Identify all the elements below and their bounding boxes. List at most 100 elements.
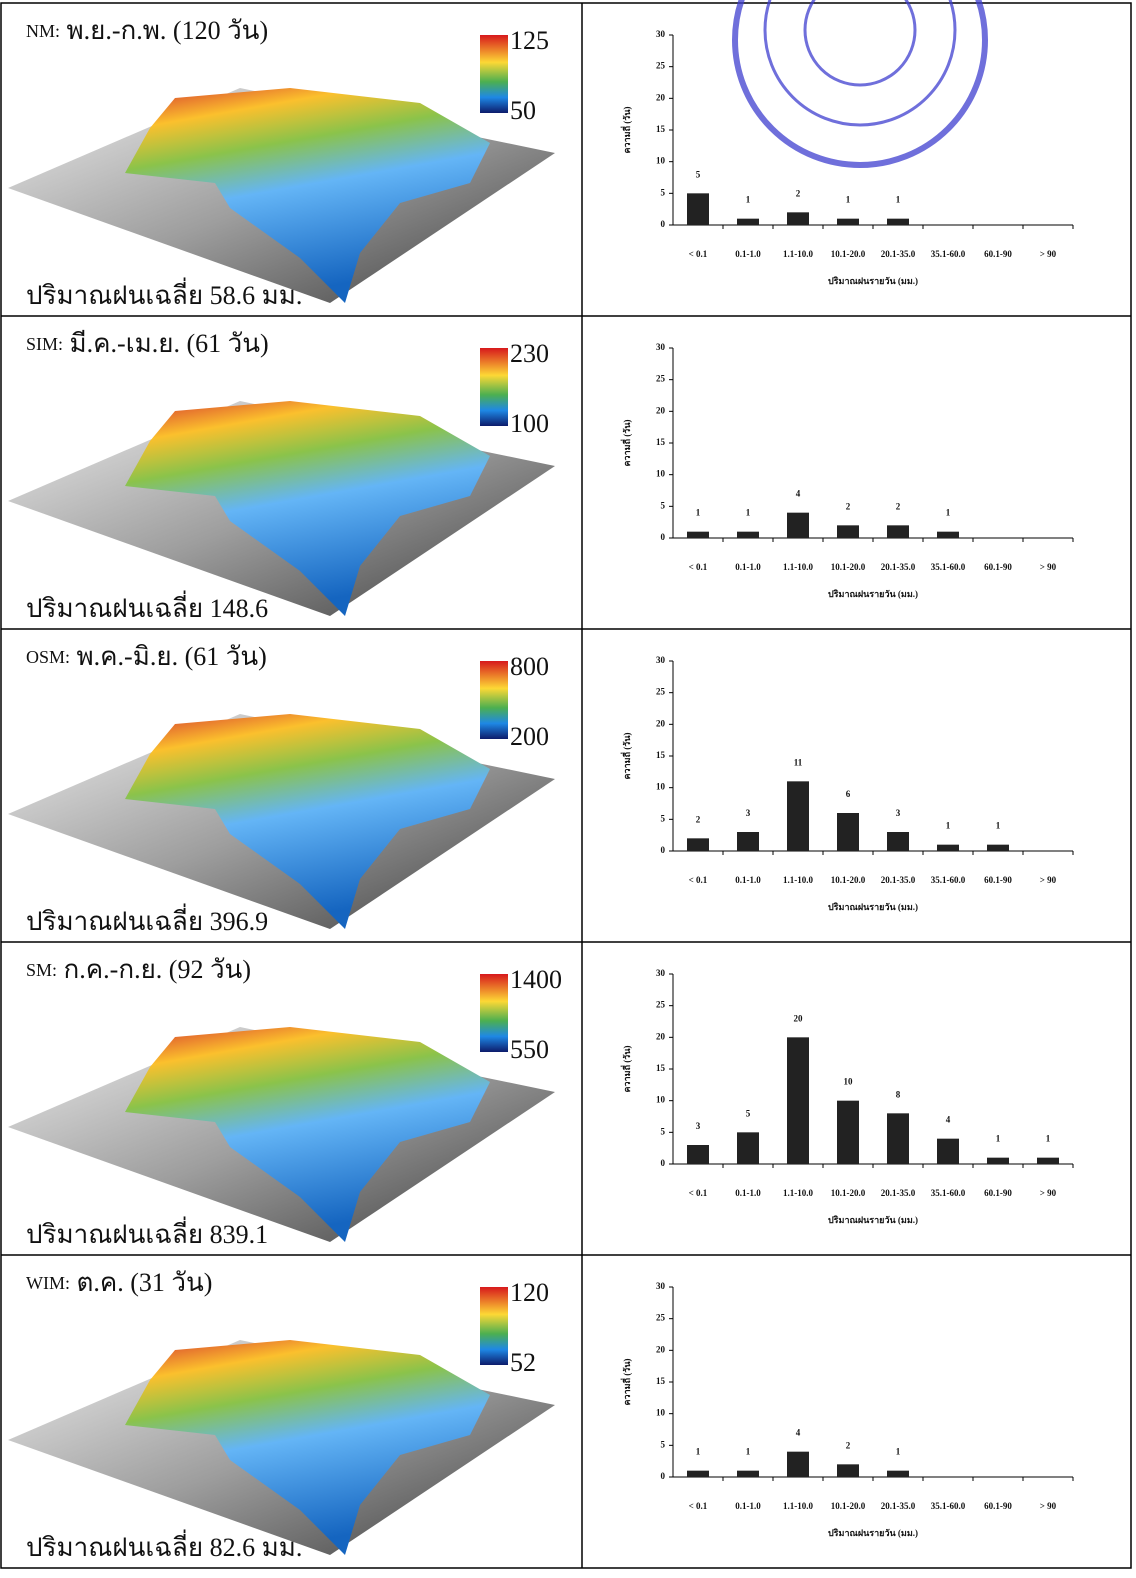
data-label: 3 (696, 1121, 701, 1131)
x-tick-label: > 90 (1040, 1501, 1057, 1511)
panel-period: พ.ย.-ก.พ. (120 วัน) (67, 16, 269, 45)
bar (887, 525, 909, 538)
data-label: 11 (794, 757, 803, 767)
bar (737, 832, 759, 851)
x-tick-label: > 90 (1040, 875, 1057, 885)
data-label: 8 (896, 1089, 901, 1099)
panel-title: OSM: พ.ค.-มิ.ย. (61 วัน) (26, 642, 267, 671)
y-tick-label: 25 (656, 374, 666, 384)
panel-title: SM: ก.ค.-ก.ย. (92 วัน) (26, 955, 251, 984)
x-tick-label: 35.1-60.0 (931, 1501, 966, 1511)
y-tick-label: 15 (656, 1376, 666, 1386)
x-tick-label: 35.1-60.0 (931, 1188, 966, 1198)
y-tick-label: 20 (656, 405, 666, 415)
y-tick-label: 15 (656, 124, 666, 134)
y-tick-label: 5 (661, 813, 666, 823)
panel-title: SIM: มี.ค.-เม.ย. (61 วัน) (26, 329, 269, 358)
bar (787, 1037, 809, 1164)
page: NM: พ.ย.-ก.พ. (120 วัน)12550ปริมาณฝนเฉลี… (0, 0, 1136, 1578)
data-label: 4 (796, 489, 801, 499)
legend-min: 100 (510, 409, 549, 438)
y-tick-label: 0 (661, 1158, 666, 1168)
panel-caption: ปริมาณฝนเฉลี่ย 58.6 มม. (26, 277, 302, 310)
y-tick-label: 5 (661, 187, 666, 197)
panel-title: NM: พ.ย.-ก.พ. (120 วัน) (26, 16, 268, 45)
bar (787, 1452, 809, 1477)
y-tick-label: 30 (656, 1281, 666, 1291)
x-tick-label: 20.1-35.0 (881, 1188, 916, 1198)
legend-min: 50 (510, 96, 536, 125)
y-tick-label: 20 (656, 718, 666, 728)
y-tick-label: 15 (656, 1063, 666, 1073)
y-tick-label: 10 (656, 469, 666, 479)
bar (887, 832, 909, 851)
y-tick-label: 25 (656, 1000, 666, 1010)
x-tick-label: 35.1-60.0 (931, 875, 966, 885)
panel-period: ต.ค. (31 วัน) (77, 1268, 213, 1297)
panel-caption: ปริมาณฝนเฉลี่ย 396.9 (26, 903, 268, 936)
bar (937, 845, 959, 851)
y-tick-label: 15 (656, 437, 666, 447)
x-tick-label: 1.1-10.0 (783, 875, 813, 885)
x-tick-label: < 0.1 (689, 875, 708, 885)
legend-min: 52 (510, 1348, 536, 1377)
x-axis-label: ปริมาณฝนรายวัน (มม.) (828, 1215, 918, 1225)
legend-max: 230 (510, 339, 549, 368)
data-label: 3 (746, 808, 751, 818)
x-tick-label: 35.1-60.0 (931, 249, 966, 259)
panel-caption: ปริมาณฝนเฉลี่ย 839.1 (26, 1216, 268, 1249)
bar (987, 1158, 1009, 1164)
x-tick-label: 1.1-10.0 (783, 1501, 813, 1511)
y-tick-label: 15 (656, 750, 666, 760)
y-tick-label: 30 (656, 655, 666, 665)
x-tick-label: 0.1-1.0 (735, 562, 761, 572)
data-label: 2 (696, 814, 701, 824)
x-tick-label: 20.1-35.0 (881, 562, 916, 572)
y-tick-label: 10 (656, 1095, 666, 1105)
x-tick-label: 0.1-1.0 (735, 1188, 761, 1198)
bar (687, 838, 709, 851)
data-label: 2 (796, 188, 801, 198)
x-tick-label: 1.1-10.0 (783, 1188, 813, 1198)
color-bar (480, 661, 508, 739)
x-tick-label: 10.1-20.0 (831, 1501, 866, 1511)
y-tick-label: 10 (656, 156, 666, 166)
data-label: 4 (946, 1115, 951, 1125)
bar (987, 845, 1009, 851)
panel-caption: ปริมาณฝนเฉลี่ย 82.6 มม. (26, 1529, 302, 1562)
x-tick-label: < 0.1 (689, 1501, 708, 1511)
data-label: 1 (746, 1447, 751, 1457)
x-tick-label: 0.1-1.0 (735, 249, 761, 259)
panel-code: SM: (26, 960, 57, 980)
y-tick-label: 10 (656, 1408, 666, 1418)
data-label: 10 (844, 1077, 854, 1087)
x-axis-label: ปริมาณฝนรายวัน (มม.) (828, 276, 918, 286)
x-tick-label: 0.1-1.0 (735, 1501, 761, 1511)
y-tick-label: 25 (656, 61, 666, 71)
bar (887, 1471, 909, 1477)
x-tick-label: 60.1-90 (984, 1188, 1012, 1198)
data-label: 4 (796, 1428, 801, 1438)
bar (837, 813, 859, 851)
data-label: 1 (996, 1134, 1001, 1144)
data-label: 2 (846, 1440, 851, 1450)
legend-max: 125 (510, 26, 549, 55)
data-label: 2 (846, 501, 851, 511)
x-axis-label: ปริมาณฝนรายวัน (มม.) (828, 1528, 918, 1538)
y-tick-label: 25 (656, 687, 666, 697)
x-tick-label: 10.1-20.0 (831, 875, 866, 885)
bar (737, 219, 759, 225)
data-label: 1 (696, 1447, 701, 1457)
x-tick-label: 60.1-90 (984, 1501, 1012, 1511)
y-tick-label: 20 (656, 1344, 666, 1354)
y-axis-label: ความถี่ (วัน) (620, 107, 632, 154)
panel-caption: ปริมาณฝนเฉลี่ย 148.6 (26, 590, 268, 623)
x-tick-label: > 90 (1040, 562, 1057, 572)
color-bar (480, 35, 508, 113)
x-axis-label: ปริมาณฝนรายวัน (มม.) (828, 589, 918, 599)
data-label: 1 (946, 821, 951, 831)
panel-code: OSM: (26, 647, 70, 667)
legend-max: 1400 (510, 965, 562, 994)
bar (687, 193, 709, 225)
stamp (735, 0, 985, 165)
